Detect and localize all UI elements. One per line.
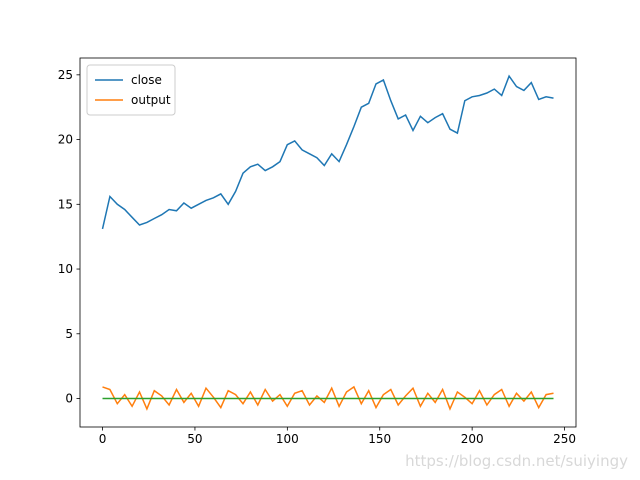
legend-label: output [131,93,171,107]
line-series [101,74,554,230]
y-tick-label: 15 [58,197,73,211]
x-tick-label: 200 [461,432,484,446]
x-tick-label: 0 [99,432,107,446]
x-tick-label: 250 [553,432,576,446]
y-tick-label: 20 [58,133,73,147]
x-tick-label: 150 [368,432,391,446]
x-tick-label: 50 [187,432,202,446]
y-tick-label: 0 [65,392,73,406]
x-tick-label: 100 [276,432,299,446]
y-tick-label: 25 [58,68,73,82]
line-series [102,385,554,411]
y-tick-label: 10 [58,262,73,276]
plot-frame [79,57,577,428]
legend-label: close [131,73,162,87]
watermark: https://blog.csdn.net/suiyingy [405,452,628,470]
y-tick-label: 5 [65,327,73,341]
legend-box [86,64,176,116]
